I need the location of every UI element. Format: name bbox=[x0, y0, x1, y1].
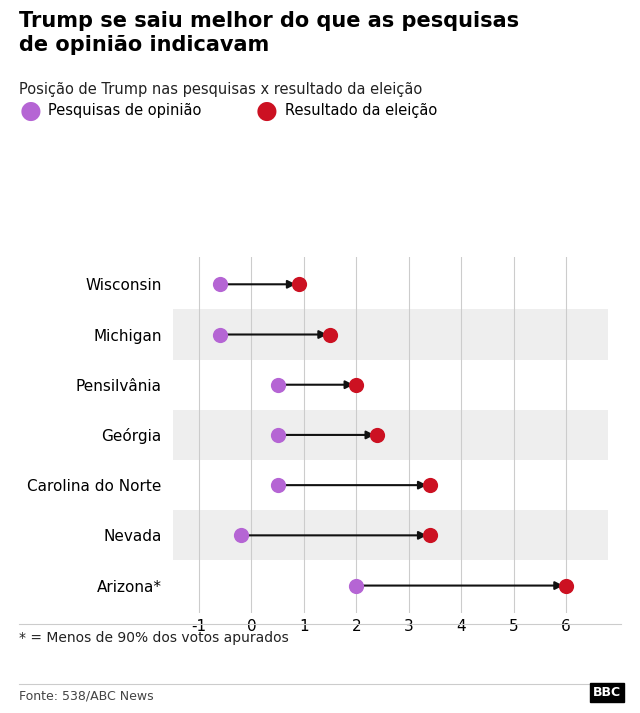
Point bbox=[215, 329, 225, 340]
Text: Fonte: 538/ABC News: Fonte: 538/ABC News bbox=[19, 689, 154, 702]
Text: ●: ● bbox=[19, 98, 41, 123]
Text: BBC: BBC bbox=[593, 686, 621, 699]
Point bbox=[236, 530, 246, 541]
Bar bbox=[173, 309, 608, 359]
Text: * = Menos de 90% dos votos apurados: * = Menos de 90% dos votos apurados bbox=[19, 631, 289, 645]
Point bbox=[294, 279, 304, 290]
Point bbox=[325, 329, 335, 340]
Point bbox=[561, 580, 571, 591]
Point bbox=[424, 530, 435, 541]
Point bbox=[424, 479, 435, 491]
Text: Pesquisas de opinião: Pesquisas de opinião bbox=[48, 103, 202, 118]
Bar bbox=[173, 410, 608, 460]
Point bbox=[215, 279, 225, 290]
Point bbox=[372, 429, 383, 441]
Point bbox=[273, 379, 283, 391]
Text: Resultado da eleição: Resultado da eleição bbox=[285, 103, 437, 118]
Point bbox=[351, 580, 362, 591]
Point bbox=[351, 379, 362, 391]
Text: ●: ● bbox=[256, 98, 278, 123]
Text: Posição de Trump nas pesquisas x resultado da eleição: Posição de Trump nas pesquisas x resulta… bbox=[19, 82, 422, 97]
Point bbox=[273, 479, 283, 491]
Text: Trump se saiu melhor do que as pesquisas
de opinião indicavam: Trump se saiu melhor do que as pesquisas… bbox=[19, 11, 519, 56]
Bar bbox=[173, 511, 608, 560]
Point bbox=[273, 429, 283, 441]
